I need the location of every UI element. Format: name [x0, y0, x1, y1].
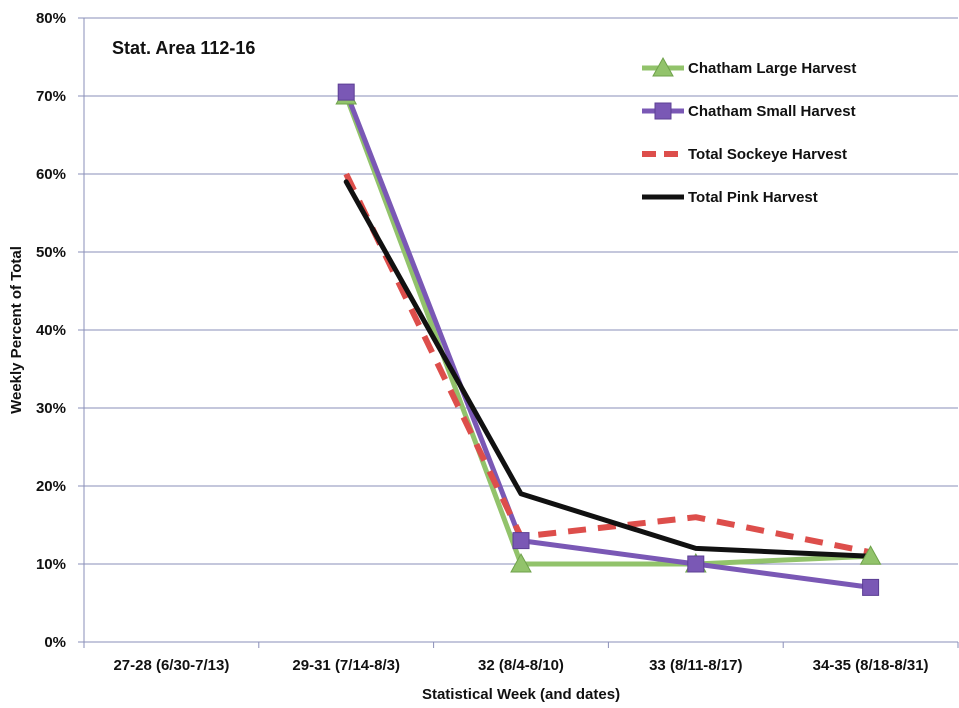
- area-annotation: Stat. Area 112-16: [112, 38, 255, 58]
- y-tick-label: 60%: [36, 166, 66, 183]
- y-axis-title: Weekly Percent of Total: [8, 246, 25, 414]
- y-tick-label: 40%: [36, 322, 66, 339]
- y-tick-label: 10%: [36, 556, 66, 573]
- series-line: [343, 93, 874, 567]
- square-marker: [512, 532, 530, 550]
- gridlines: [84, 17, 958, 565]
- square-marker: [862, 578, 880, 596]
- x-tick-label: 33 (8/11-8/17): [649, 657, 742, 674]
- y-tick-label: 50%: [36, 244, 66, 261]
- series-lines: [343, 89, 874, 590]
- x-tick-label: 27-28 (6/30-7/13): [113, 657, 229, 674]
- square-marker: [654, 102, 672, 120]
- series-line: [343, 89, 874, 590]
- legend-label: Chatham Large Harvest: [688, 60, 856, 77]
- y-tick-label: 0%: [44, 634, 66, 651]
- triangle-marker: [859, 545, 882, 565]
- x-axis-title: Statistical Week (and dates): [422, 686, 620, 703]
- legend-label: Total Pink Harvest: [688, 189, 818, 206]
- triangle-marker: [652, 56, 674, 77]
- series-line: [343, 179, 874, 559]
- y-tick-label: 80%: [36, 10, 66, 27]
- x-tick-label: 29-31 (7/14-8/3): [292, 657, 400, 674]
- series-line: [343, 172, 872, 556]
- y-tick-label: 20%: [36, 478, 66, 495]
- y-tick-label: 30%: [36, 400, 66, 417]
- legend: Chatham Large Harvest Chatham Small Harve…: [642, 56, 856, 206]
- legend-label: Total Sockeye Harvest: [688, 146, 847, 163]
- legend-label: Chatham Small Harvest: [688, 103, 856, 120]
- series-markers: [335, 83, 882, 596]
- x-tick-label: 32 (8/4-8/10): [478, 657, 564, 674]
- x-tick-label: 34-35 (8/18-8/31): [813, 657, 929, 674]
- square-marker: [687, 555, 705, 573]
- y-tick-label: 70%: [36, 88, 66, 105]
- triangle-marker: [510, 552, 532, 573]
- axes: [78, 17, 959, 648]
- y-tick-labels: 0% 10% 20% 30% 40% 50% 60% 70% 80%: [36, 10, 66, 651]
- square-marker: [337, 83, 355, 101]
- x-tick-labels: 27-28 (6/30-7/13) 29-31 (7/14-8/3) 32 (8/4…: [113, 657, 928, 674]
